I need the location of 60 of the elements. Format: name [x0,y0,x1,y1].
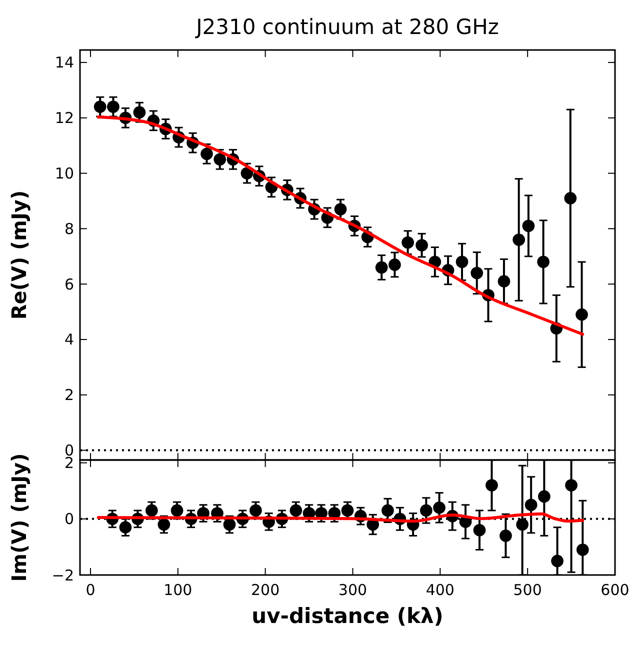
point [576,308,588,321]
point [538,490,550,503]
point [576,544,589,556]
y-tick-label: −2 [52,566,74,584]
point [382,504,394,517]
point [214,153,226,166]
point [516,518,529,531]
point [158,518,170,531]
y-tick-label: 6 [64,275,74,294]
x-tick-label: 100 [164,581,192,599]
point [290,504,302,517]
point [119,521,132,534]
y-tick-label: 0 [64,510,74,528]
point [146,504,158,517]
y-axis-title: Im(V) (mJy) [7,453,31,582]
x-tick-label: 500 [513,581,542,599]
x-tick-label: 600 [600,581,630,599]
point [375,261,388,274]
y-tick-label: 2 [64,386,74,404]
point [433,502,446,514]
y-tick-label: 10 [54,164,74,183]
x-tick-label: 300 [338,581,368,599]
line-series [96,116,584,336]
point [456,256,468,268]
point [498,275,510,288]
y-tick-label: 14 [54,54,74,72]
point [524,498,538,512]
y-tick-label: 12 [54,109,74,128]
point [420,504,432,517]
point [170,504,184,517]
y-axis-title: Re(V) (mJy) [7,190,31,320]
point [564,192,577,204]
point [551,554,564,568]
point [565,479,578,492]
x-axis-title: uv-distance (kλ) [252,604,444,628]
y-tick-label: 4 [64,330,74,349]
point [402,236,414,249]
point [133,106,146,118]
x-tick-label: 200 [251,581,280,599]
point [107,100,120,113]
chart-title: J2310 continuum at 280 GHz [194,15,499,39]
point [250,504,262,517]
point [537,256,550,268]
point [223,518,236,531]
y-tick-label: 8 [64,220,74,238]
point [416,239,428,252]
point [200,148,213,160]
point [341,504,354,517]
point [522,220,535,232]
x-tick-label: 400 [426,581,454,599]
x-tick-label: 0 [86,581,96,599]
point [334,203,347,216]
point [94,100,106,113]
point [473,524,486,536]
point [470,266,484,280]
point [486,479,498,492]
point [500,530,512,542]
point [240,167,254,180]
point [388,258,401,271]
point [512,234,526,246]
